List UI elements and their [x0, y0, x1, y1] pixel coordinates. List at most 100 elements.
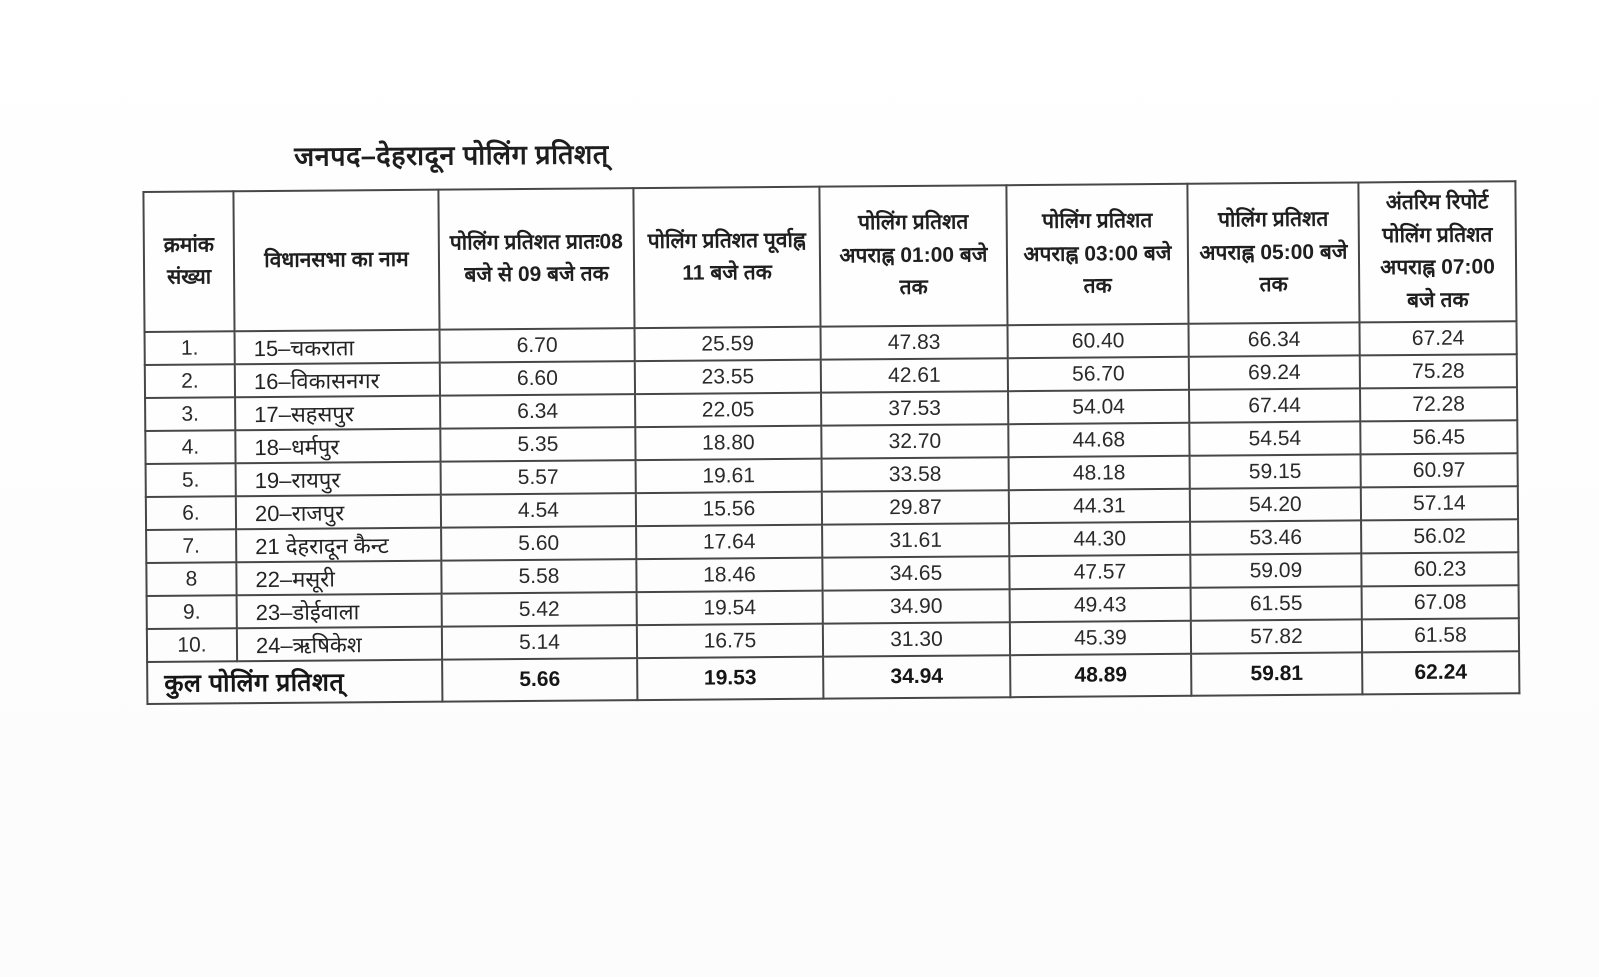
percentage-value-cell: 57.14 — [1360, 486, 1519, 521]
total-value-0700: 62.24 — [1362, 651, 1520, 695]
percentage-value-cell: 67.44 — [1189, 388, 1361, 423]
assembly-name-cell: 19–रायपुर — [235, 461, 441, 497]
percentage-value-cell: 17.64 — [636, 524, 823, 560]
percentage-value-cell: 29.87 — [821, 490, 1010, 525]
total-value-0100: 34.94 — [823, 655, 1011, 699]
percentage-value-cell: 5.60 — [441, 526, 637, 561]
assembly-name-cell: 20–राजपुर — [235, 494, 442, 530]
percentage-value-cell: 6.70 — [439, 328, 635, 363]
percentage-value-cell: 60.23 — [1361, 552, 1519, 587]
header-percent-0300: पोलिंग प्रतिशत अपराह्न 03:00 बजे तक — [1006, 183, 1189, 326]
percentage-value-cell: 25.59 — [634, 326, 821, 362]
assembly-name-cell: 22–मसूरी — [236, 560, 442, 596]
serial-cell: 8 — [146, 562, 237, 597]
percentage-value-cell: 18.80 — [635, 425, 822, 461]
percentage-value-cell: 44.68 — [1008, 422, 1190, 458]
header-percent-0500: पोलिंग प्रतिशत अपराह्न 05:00 बजे तक — [1187, 182, 1360, 324]
percentage-value-cell: 61.55 — [1190, 586, 1362, 621]
header-percent-1100: पोलिंग प्रतिशत पूर्वाह्न 11 बजे तक — [633, 186, 821, 329]
percentage-value-cell: 6.34 — [440, 394, 636, 429]
percentage-value-cell: 45.39 — [1009, 620, 1192, 656]
percentage-value-cell: 5.42 — [441, 592, 637, 627]
serial-cell: 4. — [145, 430, 236, 465]
percentage-value-cell: 67.24 — [1359, 321, 1517, 356]
assembly-name-cell: 23–डोईवाला — [236, 593, 442, 629]
percentage-value-cell: 5.57 — [440, 460, 636, 495]
header-percent-0809: पोलिंग प्रतिशत प्रातः08 बजे से 09 बजे तक — [438, 188, 635, 330]
serial-cell: 2. — [144, 364, 236, 399]
serial-cell: 5. — [145, 463, 236, 498]
total-value-1100: 19.53 — [637, 656, 824, 701]
assembly-name-cell: 15–चकराता — [234, 329, 440, 365]
page-title: जनपद–देहरादून पोलिंग प्रतिशत् — [294, 139, 609, 172]
percentage-value-cell: 49.43 — [1009, 587, 1191, 623]
table-body: 1. 15–चकराता 6.70 25.59 47.83 60.40 66.34 67.24… — [144, 321, 1520, 705]
percentage-value-cell: 42.61 — [820, 358, 1009, 393]
header-serial-number: क्रमांक संख्या — [143, 191, 235, 333]
percentage-value-cell: 59.09 — [1190, 553, 1362, 588]
table-header-row: क्रमांक संख्या विधानसभा का नाम पोलिंग प्… — [143, 181, 1517, 333]
percentage-value-cell: 31.30 — [822, 622, 1011, 657]
percentage-value-cell: 18.46 — [636, 557, 823, 593]
percentage-value-cell: 67.08 — [1361, 585, 1519, 620]
percentage-value-cell: 19.61 — [635, 458, 822, 494]
percentage-value-cell: 60.97 — [1360, 453, 1518, 488]
header-percent-0100: पोलिंग प्रतिशत अपराह्न 01:00 बजे तक — [819, 185, 1008, 327]
percentage-value-cell: 53.46 — [1190, 520, 1362, 555]
percentage-value-cell: 33.58 — [821, 457, 1009, 492]
percentage-value-cell: 54.20 — [1189, 487, 1362, 522]
serial-cell: 7. — [146, 529, 237, 564]
total-value-0500: 59.81 — [1191, 652, 1363, 696]
percentage-value-cell: 37.53 — [821, 391, 1009, 426]
percentage-value-cell: 34.90 — [822, 589, 1010, 624]
percentage-value-cell: 54.54 — [1189, 421, 1361, 456]
percentage-value-cell: 60.40 — [1007, 323, 1189, 359]
percentage-value-cell: 4.54 — [440, 493, 637, 528]
assembly-name-cell: 21 देहरादून कैन्ट — [236, 527, 442, 563]
polling-percentage-table: क्रमांक संख्या विधानसभा का नाम पोलिंग प्… — [142, 180, 1520, 705]
percentage-value-cell: 34.65 — [822, 556, 1010, 591]
header-interim-0700: अंतरिम रिपोर्ट पोलिंग प्रतिशत अपराह्न 07… — [1358, 181, 1517, 323]
percentage-value-cell: 59.15 — [1189, 454, 1361, 489]
serial-cell: 3. — [145, 397, 236, 432]
assembly-name-cell: 18–धर्मपुर — [235, 428, 441, 464]
document-sheet: जनपद–देहरादून पोलिंग प्रतिशत् क्रमांक सं… — [142, 127, 1520, 705]
percentage-value-cell: 44.31 — [1008, 488, 1191, 524]
header-assembly-name: विधानसभा का नाम — [233, 189, 440, 332]
total-value-0300: 48.89 — [1010, 653, 1192, 698]
percentage-value-cell: 48.18 — [1008, 455, 1190, 491]
percentage-value-cell: 32.70 — [821, 424, 1009, 459]
percentage-value-cell: 75.28 — [1359, 354, 1518, 389]
percentage-value-cell: 57.82 — [1190, 619, 1363, 654]
percentage-value-cell: 19.54 — [636, 590, 823, 626]
percentage-value-cell: 72.28 — [1360, 387, 1518, 422]
percentage-value-cell: 56.02 — [1361, 519, 1519, 554]
percentage-value-cell: 16.75 — [636, 623, 824, 659]
assembly-name-cell: 24–ऋषिकेश — [236, 626, 443, 662]
percentage-value-cell: 56.70 — [1007, 356, 1190, 392]
percentage-value-cell: 23.55 — [634, 359, 822, 395]
percentage-value-cell: 44.30 — [1009, 521, 1191, 557]
percentage-value-cell: 5.14 — [441, 625, 638, 660]
serial-cell: 1. — [144, 331, 235, 366]
serial-cell: 9. — [146, 595, 237, 630]
percentage-value-cell: 31.61 — [822, 523, 1010, 558]
assembly-name-cell: 17–सहसपुर — [235, 395, 441, 431]
serial-cell: 10. — [146, 628, 238, 663]
percentage-value-cell: 5.35 — [440, 427, 636, 462]
total-label: कुल पोलिंग प्रतिशत् — [147, 659, 443, 705]
percentage-value-cell: 56.45 — [1360, 420, 1518, 455]
percentage-value-cell: 5.58 — [441, 559, 637, 594]
percentage-value-cell: 54.04 — [1008, 389, 1190, 425]
percentage-value-cell: 47.83 — [820, 325, 1008, 360]
serial-cell: 6. — [145, 496, 237, 531]
assembly-name-cell: 16–विकासनगर — [234, 362, 441, 398]
percentage-value-cell: 15.56 — [635, 491, 823, 527]
percentage-value-cell: 66.34 — [1188, 322, 1360, 357]
percentage-value-cell: 61.58 — [1361, 618, 1520, 653]
percentage-value-cell: 69.24 — [1188, 355, 1361, 390]
total-value-0809: 5.66 — [442, 658, 638, 702]
percentage-value-cell: 47.57 — [1009, 554, 1191, 590]
percentage-value-cell: 22.05 — [635, 392, 822, 428]
